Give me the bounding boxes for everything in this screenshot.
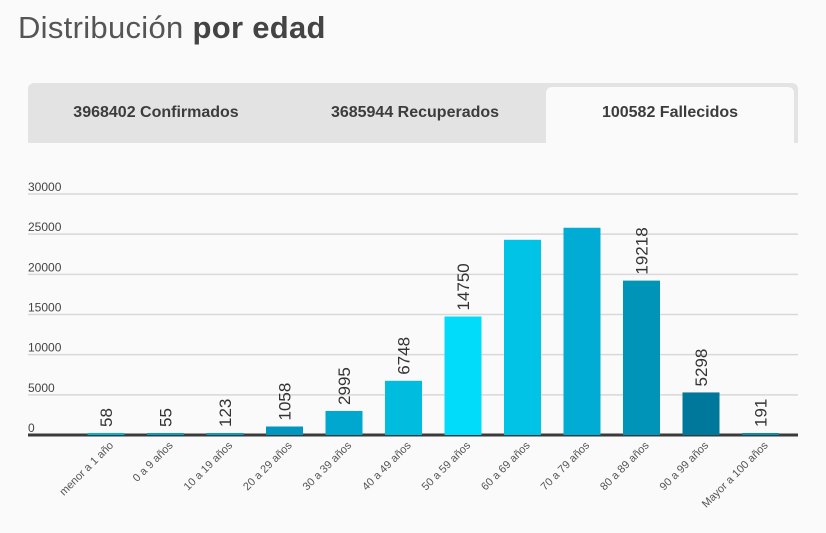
y-tick-label: 10000 bbox=[28, 341, 62, 355]
data-label: 55 bbox=[157, 408, 176, 427]
bar bbox=[87, 433, 125, 435]
title-light: Distribución bbox=[18, 10, 184, 45]
x-tick-label: 50 a 59 años bbox=[420, 439, 474, 493]
data-label: 14750 bbox=[454, 263, 473, 310]
data-label: 1058 bbox=[276, 383, 295, 421]
data-label: 58 bbox=[97, 408, 116, 427]
x-tick-label: 40 a 49 años bbox=[360, 439, 414, 493]
x-tick-label: 10 a 19 años bbox=[182, 439, 236, 493]
x-tick-label: menor a 1 año bbox=[57, 440, 116, 499]
data-label: 5298 bbox=[692, 349, 711, 387]
bar bbox=[147, 433, 184, 435]
x-tick-label: Mayor a 100 años bbox=[700, 439, 771, 510]
bar bbox=[385, 380, 422, 435]
x-tick-label: 60 a 69 años bbox=[479, 439, 533, 493]
x-tick-label: 80 a 89 años bbox=[598, 439, 652, 493]
y-tick-label: 30000 bbox=[28, 180, 62, 194]
x-tick-label: 70 a 79 años bbox=[539, 439, 593, 493]
bar bbox=[325, 410, 363, 435]
bar bbox=[563, 227, 601, 435]
bar bbox=[206, 433, 244, 435]
y-tick-label: 15000 bbox=[28, 301, 62, 315]
tab-bar: 3968402 Confirmados 3685944 Recuperados … bbox=[28, 83, 798, 143]
page-title: Distribución por edad bbox=[18, 10, 326, 46]
data-label: 19218 bbox=[633, 227, 652, 274]
data-label: 6748 bbox=[395, 337, 414, 375]
bar bbox=[444, 316, 482, 435]
y-tick-label: 5000 bbox=[28, 381, 55, 395]
tab-confirmados[interactable]: 3968402 Confirmados bbox=[73, 104, 239, 121]
bar bbox=[623, 280, 660, 435]
bar bbox=[742, 433, 779, 435]
tab-recuperados[interactable]: 3685944 Recuperados bbox=[330, 104, 500, 121]
x-tick-label: 0 a 9 años bbox=[131, 439, 176, 484]
x-tick-label: 30 a 39 años bbox=[301, 439, 355, 493]
bar bbox=[682, 392, 720, 435]
data-label: 191 bbox=[752, 399, 771, 427]
x-tick-label: 20 a 29 años bbox=[241, 439, 295, 493]
x-tick-label: 90 a 99 años bbox=[658, 439, 712, 493]
tab-fallecidos[interactable]: 100582 Fallecidos bbox=[546, 87, 794, 143]
y-tick-label: 0 bbox=[28, 421, 35, 435]
y-tick-label: 25000 bbox=[28, 220, 62, 234]
bar bbox=[266, 426, 303, 435]
bar bbox=[504, 239, 541, 435]
data-label: 123 bbox=[216, 399, 235, 427]
y-tick-label: 20000 bbox=[28, 260, 62, 274]
title-bold: por edad bbox=[192, 10, 326, 45]
data-label: 2995 bbox=[335, 367, 354, 405]
